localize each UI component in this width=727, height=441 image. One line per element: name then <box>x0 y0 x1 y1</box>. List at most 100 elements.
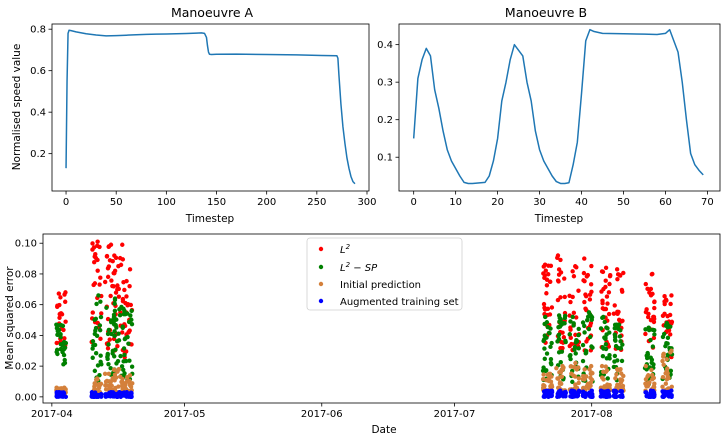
scatter-point <box>58 295 63 300</box>
chart-a-y-tick-label: 0.4 <box>30 108 46 119</box>
scatter-point <box>600 345 605 350</box>
scatter-point <box>618 389 623 394</box>
scatter-point <box>587 312 593 317</box>
scatter-point <box>102 279 108 285</box>
scatter-point <box>115 283 120 288</box>
scatter-point <box>600 353 606 359</box>
scatter-point <box>90 339 96 344</box>
scatter-point <box>580 389 586 394</box>
scatter-point <box>106 327 112 333</box>
scatter-point <box>62 360 68 366</box>
scatter-point <box>600 315 605 321</box>
chart-b-x-tick-label: 70 <box>701 197 714 208</box>
scatter-point <box>600 300 605 306</box>
legend: L2 L2 − SP Initial prediction Augmented … <box>306 237 463 311</box>
scatter-point <box>98 299 103 304</box>
scatter-point <box>97 372 102 378</box>
scatter-point <box>668 368 674 373</box>
scatter-point <box>122 287 127 293</box>
scatter-point <box>113 255 119 261</box>
scatter-point <box>664 357 669 362</box>
scatter-point <box>588 282 594 287</box>
scatter-point <box>587 367 592 372</box>
scatter-point <box>115 343 120 349</box>
chart-a-x-tick-label: 100 <box>157 197 176 208</box>
scatter-point <box>589 377 595 382</box>
legend-frame <box>306 237 463 311</box>
scatter-point <box>112 308 118 313</box>
scatter-point <box>582 330 587 335</box>
chart-c-x-tick-label: 2017-06 <box>301 409 343 420</box>
chart-b-title: Manoeuvre B <box>505 5 587 20</box>
scatter-point <box>105 266 111 271</box>
scatter-point <box>62 292 67 297</box>
scatter-point <box>605 376 610 381</box>
scatter-point <box>589 289 594 294</box>
scatter-point <box>607 353 612 358</box>
scatter-point <box>582 256 587 261</box>
scatter-point <box>604 325 609 330</box>
scatter-point <box>90 241 95 246</box>
scatter-point <box>92 382 98 388</box>
scatter-point <box>118 353 123 359</box>
scatter-point <box>607 330 612 335</box>
scatter-point <box>115 287 120 292</box>
scatter-point <box>612 326 617 331</box>
legend-label-l2: L2 <box>340 243 351 256</box>
scatter-point <box>603 284 608 290</box>
scatter-point <box>105 274 111 280</box>
scatter-point <box>648 390 653 395</box>
scatter-point <box>122 381 128 386</box>
scatter-point <box>97 282 102 287</box>
chart-b-x-tick-label: 30 <box>533 197 546 208</box>
scatter-point <box>104 254 110 259</box>
scatter-point <box>54 349 59 355</box>
scatter-point <box>643 331 648 337</box>
scatter-point <box>548 279 553 285</box>
scatter-point <box>620 318 625 324</box>
scatter-point <box>572 365 577 370</box>
scatter-point <box>582 299 587 305</box>
scatter-point <box>649 357 655 362</box>
chart-b-x-tick-label: 60 <box>659 197 672 208</box>
scatter-point <box>601 369 606 374</box>
scatter-point <box>129 390 134 396</box>
scatter-point <box>574 265 579 270</box>
scatter-point <box>542 356 547 362</box>
scatter-point <box>607 281 612 287</box>
scatter-point <box>556 336 562 342</box>
scatter-point <box>588 363 594 369</box>
scatter-point <box>604 356 610 361</box>
scatter-point <box>652 328 657 333</box>
scatter-point <box>645 350 650 356</box>
scatter-point <box>108 293 113 299</box>
scatter-point <box>576 326 581 332</box>
scatter-point <box>557 319 562 324</box>
scatter-point <box>615 276 620 282</box>
scatter-point <box>563 339 568 345</box>
scatter-point <box>548 344 553 350</box>
chart-b-frame <box>398 23 721 192</box>
scatter-point <box>95 257 100 263</box>
scatter-point <box>63 319 68 324</box>
scatter-point <box>96 293 101 298</box>
scatter-point <box>649 367 654 373</box>
scatter-point <box>576 376 582 381</box>
scatter-point <box>121 359 126 364</box>
panel-mse: 2017-04 2017-05 2017-06 2017-07 2017-08 0.00… <box>4 233 721 436</box>
scatter-point <box>105 331 111 337</box>
chart-c-x-tick-label: 2017-07 <box>434 409 476 420</box>
scatter-point <box>61 340 66 346</box>
scatter-point <box>107 379 113 384</box>
scatter-point <box>541 372 546 377</box>
scatter-point <box>604 368 610 373</box>
scatter-point <box>541 365 546 370</box>
scatter-point <box>590 345 595 350</box>
scatter-point <box>652 332 657 337</box>
scatter-point <box>613 343 619 349</box>
scatter-point <box>116 384 121 389</box>
scatter-point <box>571 323 576 328</box>
scatter-point <box>580 358 586 364</box>
scatter-point <box>129 394 134 399</box>
scatter-point <box>568 389 574 395</box>
